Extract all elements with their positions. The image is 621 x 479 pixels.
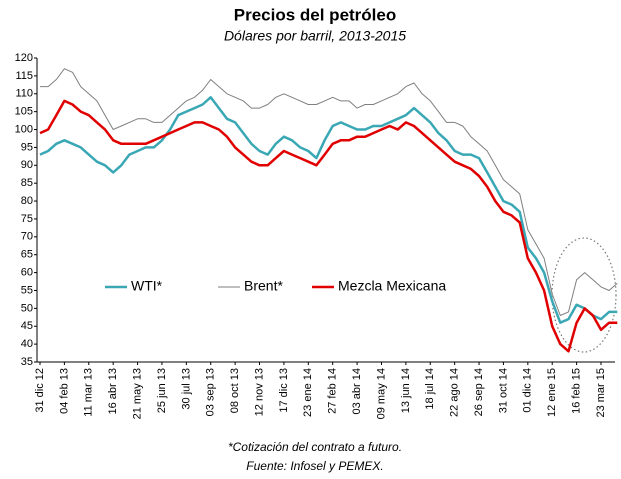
x-tick-label: 17 dic 13 (278, 368, 290, 413)
y-tick-label: 85 (21, 177, 33, 189)
x-tick-label: 23 ene 14 (302, 368, 314, 417)
x-tick-label: 12 ene 15 (546, 368, 558, 417)
y-tick-label: 80 (21, 195, 33, 207)
x-tick-label: 31 oct 14 (497, 368, 509, 413)
x-tick-label: 03 abr 14 (351, 368, 363, 414)
x-tick-label: 23 mar 15 (595, 368, 607, 418)
y-tick-label: 90 (21, 159, 33, 171)
x-tick-label: 09 may 14 (375, 368, 387, 419)
x-tick-label: 13 jun 14 (400, 368, 412, 413)
footnote: *Cotización del contrato a futuro. (228, 440, 402, 454)
x-tick-label: 12 nov 13 (253, 368, 265, 416)
x-tick-label: 16 abr 13 (107, 368, 119, 414)
legend-label: Mezcla Mexicana (338, 278, 446, 294)
y-tick-label: 55 (21, 284, 33, 296)
y-tick-label: 120 (15, 52, 33, 64)
y-tick-label: 65 (21, 249, 33, 261)
y-tick-label: 100 (15, 123, 33, 135)
chart-title: Precios del petróleo (234, 5, 397, 24)
y-tick-label: 40 (21, 338, 33, 350)
x-tick-label: 04 feb 13 (58, 368, 70, 414)
y-tick-label: 110 (15, 88, 33, 100)
y-tick-label: 60 (21, 266, 33, 278)
x-tick-label: 01 dic 14 (522, 368, 534, 413)
x-tick-label: 25 jun 13 (156, 368, 168, 413)
y-tick-label: 95 (21, 141, 33, 153)
highlight-ellipse (551, 237, 617, 353)
series-line (40, 68, 618, 316)
x-tick-label: 26 sep 14 (473, 368, 485, 416)
x-tick-label: 22 ago 14 (449, 368, 461, 417)
y-tick-label: 105 (15, 106, 33, 118)
series-line (39, 96, 618, 324)
x-tick-label: 18 jul 14 (424, 368, 436, 410)
x-tick-label: 16 feb 15 (571, 368, 583, 414)
y-tick-label: 75 (21, 213, 33, 225)
y-tick-label: 45 (21, 320, 33, 332)
x-tick-label: 11 mar 13 (83, 368, 95, 417)
y-tick-label: 115 (15, 70, 33, 82)
x-tick-label: 30 jul 13 (180, 368, 192, 410)
legend-label: Brent* (244, 278, 283, 294)
x-tick-label: 21 may 13 (131, 368, 143, 419)
chart-subtitle: Dólares por barril, 2013-2015 (224, 28, 406, 44)
legend-label: WTI* (131, 278, 163, 294)
x-tick-label: 08 oct 13 (229, 368, 241, 413)
source-note: Fuente: Infosel y PEMEX. (246, 459, 383, 473)
y-tick-label: 50 (21, 302, 33, 314)
x-tick-label: 27 feb 14 (327, 368, 339, 414)
x-tick-label: 03 sep 13 (205, 368, 217, 416)
x-tick-label: 31 dic 12 (34, 368, 46, 413)
series-line (39, 99, 618, 353)
y-tick-label: 35 (21, 356, 33, 368)
y-tick-label: 70 (21, 231, 33, 243)
